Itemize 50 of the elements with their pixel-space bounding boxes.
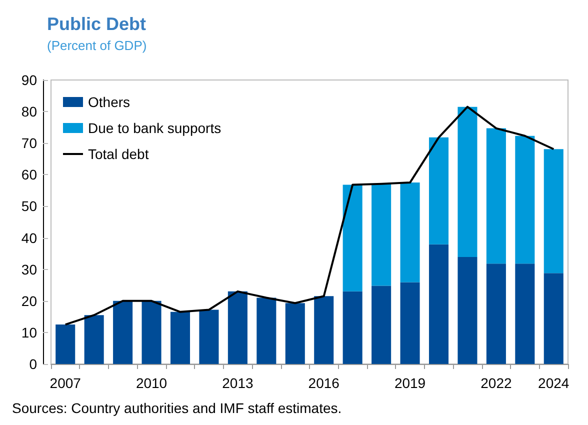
bar	[170, 312, 190, 364]
y-tick-label: 60	[21, 166, 38, 183]
bar	[113, 300, 133, 364]
bar	[142, 300, 162, 364]
y-tick-label: 90	[21, 72, 38, 88]
legend-label: Due to bank supports	[88, 120, 222, 136]
bar	[228, 291, 248, 364]
bar	[515, 136, 535, 264]
y-tick-label: 10	[21, 324, 38, 340]
bar	[199, 310, 219, 364]
bar	[56, 324, 76, 364]
x-tick-label: 2024	[538, 375, 570, 391]
y-tick-label: 20	[21, 292, 38, 309]
y-tick-label: 0	[29, 356, 38, 372]
bar	[372, 184, 392, 286]
bar	[400, 182, 420, 282]
chart-subtitle: (Percent of GDP)	[47, 38, 147, 53]
bar	[544, 149, 564, 274]
chart-title: Public Debt	[47, 14, 146, 34]
y-tick-label: 80	[21, 104, 38, 120]
x-tick-label: 2016	[308, 375, 340, 391]
x-tick-label: 2013	[222, 375, 254, 391]
bar	[372, 286, 392, 364]
bar	[486, 264, 506, 364]
bar	[515, 264, 535, 364]
bar	[486, 128, 506, 264]
bar	[285, 303, 305, 364]
bar	[544, 273, 564, 364]
bar	[400, 282, 420, 364]
x-tick-label: 2019	[394, 375, 426, 391]
x-tick-label: 2010	[136, 375, 168, 391]
x-tick-label: 2022	[480, 375, 512, 391]
bar	[428, 137, 449, 244]
source-note: Sources: Country authorities and IMF staff estimates.	[12, 400, 342, 416]
y-tick-label: 50	[21, 198, 38, 214]
bar	[458, 106, 478, 258]
y-tick-label: 30	[21, 261, 38, 278]
bar	[84, 315, 104, 364]
legend-label: Total debt	[88, 146, 149, 162]
y-tick-label: 70	[21, 135, 38, 152]
bar	[256, 298, 276, 364]
line-series	[64, 106, 555, 326]
bar	[428, 244, 449, 364]
bar	[458, 257, 478, 364]
bar	[342, 291, 362, 364]
bar	[314, 296, 334, 364]
y-tick-label: 40	[21, 230, 38, 246]
x-tick-label: 2007	[50, 375, 82, 391]
bar	[342, 184, 362, 292]
legend-label: Others	[88, 94, 130, 110]
